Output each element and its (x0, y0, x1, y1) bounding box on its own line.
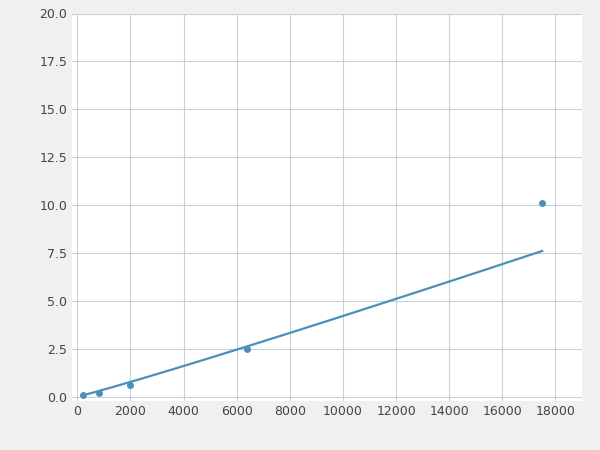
Point (125, 382, 135, 389)
Point (94, 389, 103, 396)
Point (78, 391, 88, 398)
Point (538, 199, 547, 207)
Point (242, 345, 252, 352)
